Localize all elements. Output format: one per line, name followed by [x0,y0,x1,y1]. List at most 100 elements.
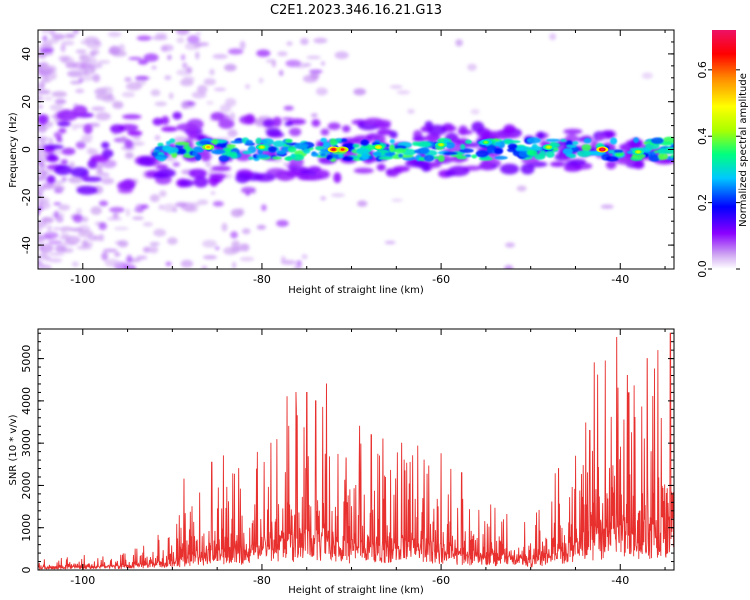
heatmap-speckle [167,237,178,245]
heatmap-speckle [176,37,185,44]
heatmap-speckle [43,96,53,101]
heatmap-band-core [614,152,624,157]
heatmap-speckle [224,63,237,72]
heatmap-band-core [659,141,674,146]
heatmap-speckle [293,265,302,269]
heatmap-speckle [197,199,209,205]
heatmap-band-core [419,147,430,155]
heatmap-band-outer [38,105,674,195]
heatmap-speckle [180,54,186,61]
heatmap-band-core [605,155,619,162]
heatmap-band-core [330,138,336,144]
heatmap-speckle [40,48,54,53]
heatmap-band-core [340,138,348,143]
heatmap-speckle [294,62,308,69]
heatmap-speckle [123,264,137,269]
heatmap-layer [38,30,674,269]
heatmap-speckle [87,234,97,242]
heatmap-speckle [127,81,143,90]
heatmap-speckle [162,203,177,212]
heatmap-speckle [121,91,135,98]
heatmap-speckle [300,38,309,45]
heatmap-band-core [437,155,445,162]
y-tick-label: 1000 [20,514,33,542]
heatmap-band-core [631,153,646,159]
heatmap-band-blob [187,129,198,140]
heatmap-speckle [114,252,121,257]
heatmap-speckle [296,260,302,268]
heatmap-speckle [84,36,99,44]
heatmap-band-blob [117,180,135,192]
y-tick-label: 20 [20,95,33,109]
heatmap-band-blob [285,170,302,177]
snr-series-line [38,332,674,570]
heatmap-band-core [560,139,567,142]
heatmap-speckle [47,224,52,232]
heatmap-band-inner [152,136,674,162]
heatmap-speckle [467,63,477,71]
heatmap-band-blob [536,131,545,140]
heatmap-speckle [58,55,71,62]
heatmap-speckle [38,263,47,269]
heatmap-speckle [46,266,52,269]
heatmap-band-core [475,150,489,158]
heatmap-speckle [142,222,153,227]
heatmap-peak-3 [340,148,345,151]
heatmap-band-core [378,156,393,160]
heatmap-speckle [210,191,216,195]
heatmap-speckle [38,64,50,70]
heatmap-speckle [455,39,463,47]
heatmap-band-core [493,147,504,155]
heatmap-speckle [227,129,238,138]
heatmap-speckle [120,136,127,143]
heatmap-band-blob [471,121,485,133]
heatmap-band-blob [605,160,617,170]
heatmap-speckle [237,208,245,216]
heatmap-speckle [181,104,189,109]
heatmap-band-core [526,149,538,157]
heatmap-band-core [545,150,555,158]
heatmap-speckle [283,105,294,111]
heatmap-band-core [459,148,474,153]
heatmap-band-blob [102,149,114,158]
snr-y-axis-label: SNR (10 * v/v) [8,414,19,485]
heatmap-speckle [101,251,109,261]
heatmap-speckle [206,101,214,105]
heatmap-speckle [38,243,54,253]
heatmap-speckle [102,248,118,253]
x-tick-label: -100 [70,273,95,286]
heatmap-speckle [334,51,349,60]
heatmap-speckle [143,53,159,62]
heatmap-band-blob [46,155,60,163]
heatmap-band-core [230,140,242,144]
heatmap-band-core [356,147,370,155]
heatmap-band-core [648,154,661,162]
heatmap-band-blob [172,111,182,120]
heatmap-speckle [389,85,403,89]
heatmap-band-blob [307,175,320,181]
heatmap-band-core [353,143,360,148]
heatmap-speckle [176,30,190,36]
heatmap-band-blob [458,125,468,136]
heatmap-speckle [52,227,61,231]
heatmap-speckle [132,134,142,141]
heatmap-speckle [57,204,71,211]
heatmap-band-blob [421,161,431,172]
heatmap-speckle [353,88,367,96]
heatmap-speckle [196,42,210,47]
heatmap-peak-9 [636,150,640,154]
colorbar-label: Normalized spectral amplitude [738,73,749,227]
heatmap-band-core [338,154,344,158]
heatmap-speckle [310,113,318,118]
heatmap-band-blob [412,135,427,143]
heatmap-speckle [124,152,134,159]
heatmap-speckle [396,90,411,95]
heatmap-speckle [101,177,115,185]
heatmap-speckle [256,224,267,230]
heatmap-speckle [245,191,251,196]
heatmap-band-core [389,144,395,152]
heatmap-speckle [331,193,345,198]
colorbar-tick-label: 0.4 [696,127,709,145]
heatmap-band-core [443,151,458,156]
y-tick-label: -40 [20,236,33,254]
